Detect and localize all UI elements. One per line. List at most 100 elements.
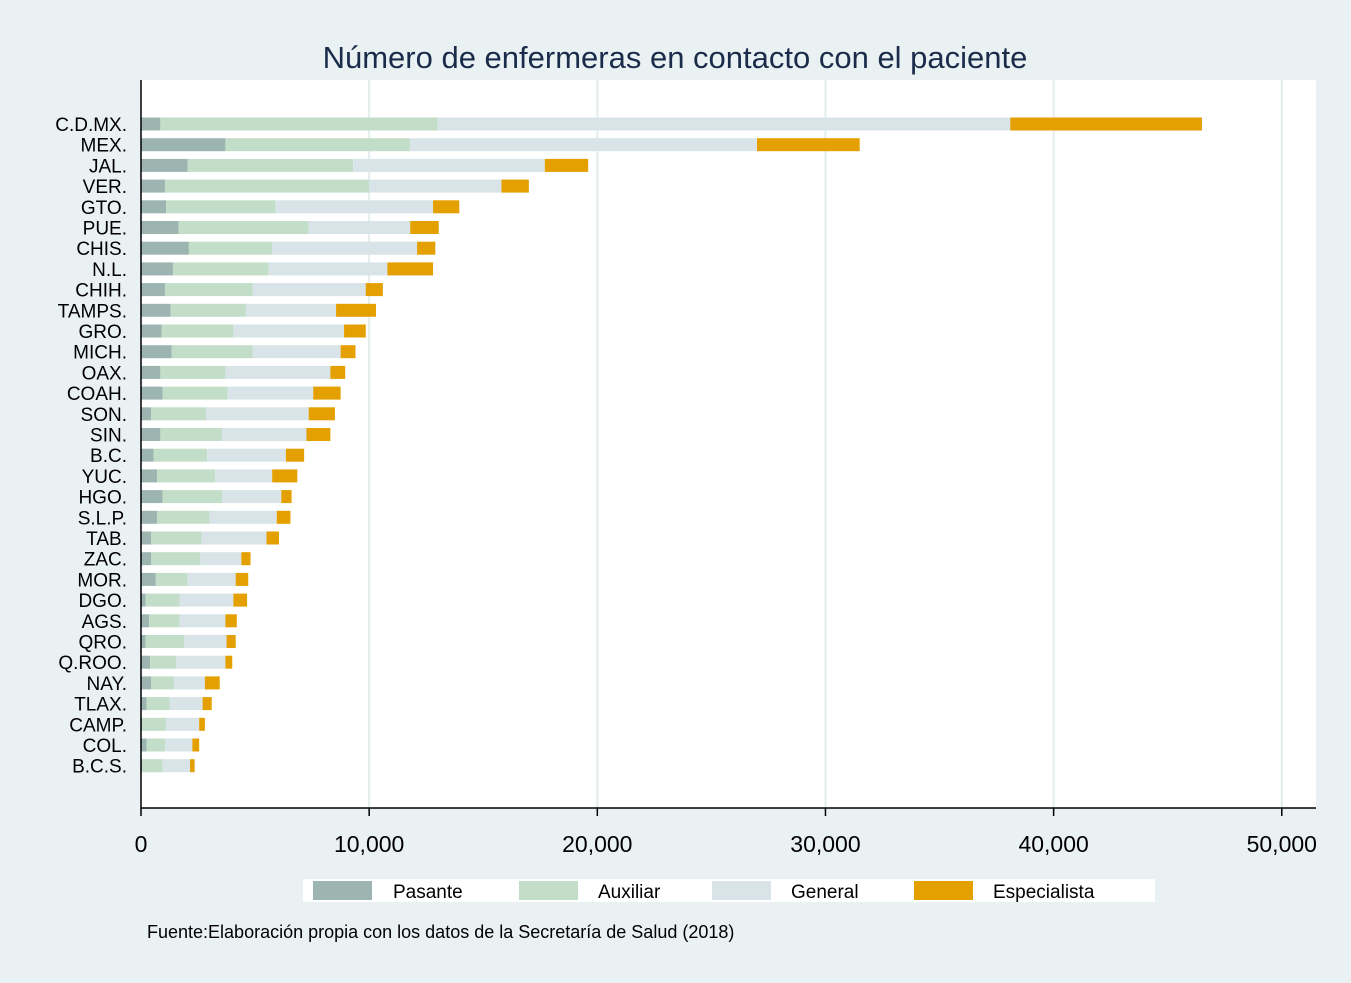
x-tick-label: 0 [135,831,148,857]
legend-label-especialista: Especialista [993,882,1095,903]
bar-auxiliar-mex [225,138,411,152]
bar-especialista-col [192,738,200,752]
bar-pasante-col [141,738,147,752]
category-label: CHIS. [76,239,127,260]
category-label: VER. [83,177,127,198]
bar-general-jal [353,158,545,172]
bar-pasante-son [141,407,152,421]
bar-general-tamps [245,303,337,317]
bar-especialista-sin [306,428,331,441]
bar-pasante-n-l [141,262,173,276]
bar-auxiliar-b-c [153,448,208,462]
bar-especialista-son [308,407,335,421]
axes-layer [140,80,1316,809]
bar-general-s-l-p [209,510,277,524]
bar-pasante-chih [141,283,165,297]
legend-swatch-especialista [914,881,973,900]
bar-especialista-n-l [387,262,434,276]
category-label: ZAC. [84,550,127,571]
bar-auxiliar-pue [178,221,309,234]
bar-especialista-tab [266,531,280,545]
bar-general-hgo [221,490,282,504]
bar-general-tlax [169,697,203,711]
bar-pasante-zac [141,552,152,566]
bar-auxiliar-nay [151,676,175,690]
bar-auxiliar-n-l [172,262,269,276]
category-label: JAL. [89,156,127,177]
category-label: DGO. [78,591,127,612]
bar-pasante-mich [141,345,172,359]
bar-general-chis [272,241,418,255]
bar-especialista-mex [757,138,860,152]
bar-especialista-mich [340,345,356,359]
bar-general-camp [166,717,200,731]
bar-auxiliar-ver [164,179,370,193]
source-note: Fuente:Elaboración propia con los datos … [147,922,734,942]
category-label: B.C. [90,446,127,467]
bar-pasante-gto [141,200,167,214]
category-label: COL. [83,736,127,757]
bar-pasante-chis [141,241,189,255]
category-label: GRO. [78,322,127,343]
category-label: Q.ROO. [58,653,127,674]
bar-pasante-s-l-p [141,510,157,524]
bar-pasante-tamps [141,303,171,317]
bar-auxiliar-s-l-p [156,510,210,524]
bar-pasante-jal [141,158,188,172]
bar-pasante-pue [141,221,179,234]
bar-especialista-chis [417,241,436,255]
bar-pasante-ver [141,179,165,193]
bar-general-gro [233,324,345,338]
legend-label-pasante: Pasante [393,882,463,903]
bar-especialista-c-d-mx [1010,117,1202,131]
category-label: MICH. [73,343,127,364]
bar-especialista-b-c [285,448,305,462]
bar-pasante-qro [141,635,146,648]
bar-auxiliar-jal [187,158,354,172]
category-label: NAY. [87,674,128,695]
bar-general-sin [221,428,307,441]
bar-especialista-camp [199,717,205,731]
bar-auxiliar-coah [162,386,228,400]
bar-especialista-zac [241,552,251,566]
category-label: SIN. [90,426,127,447]
bar-general-qro [184,635,227,648]
bar-especialista-jal [544,158,589,172]
category-label: PUE. [83,219,127,240]
bar-especialista-mor [235,572,249,586]
bar-especialista-gro [344,324,366,338]
bar-auxiliar-oax [160,365,226,379]
bar-especialista-tlax [202,697,212,711]
bars-layer [141,117,1202,773]
bar-auxiliar-c-d-mx [160,117,438,131]
bar-especialista-qro [226,635,236,648]
bar-especialista-coah [313,386,341,400]
bar-auxiliar-hgo [162,490,222,504]
bar-pasante-tab [141,531,152,545]
bar-auxiliar-tab [151,531,202,545]
bar-especialista-ver [501,179,529,193]
category-label: N.L. [92,260,127,281]
category-label: YUC. [82,467,127,488]
bar-especialista-s-l-p [276,510,291,524]
bar-especialista-dgo [233,593,248,607]
category-label: TAB. [86,529,127,550]
x-axis-ticks: 0 10,000 20,000 30,000 40,000 50,000 [135,808,1317,857]
bar-auxiliar-dgo [145,593,180,607]
bar-general-zac [200,552,242,566]
category-label: GTO. [81,198,127,219]
bar-especialista-oax [330,365,346,379]
bar-auxiliar-gro [161,324,234,338]
bar-pasante-mex [141,138,226,152]
chart-title: Número de enfermeras en contacto con el … [323,40,1028,75]
bar-auxiliar-son [151,407,207,421]
bar-auxiliar-mich [171,345,253,359]
category-label: COAH. [67,384,127,405]
category-label: C.D.MX. [55,115,127,136]
bar-especialista-b-c-s [190,759,195,773]
x-tick-label: 50,000 [1247,831,1317,857]
bar-auxiliar-mor [155,572,188,586]
bar-pasante-c-d-mx [141,117,161,131]
bar-auxiliar-zac [151,552,201,566]
category-label: MOR. [77,570,127,591]
